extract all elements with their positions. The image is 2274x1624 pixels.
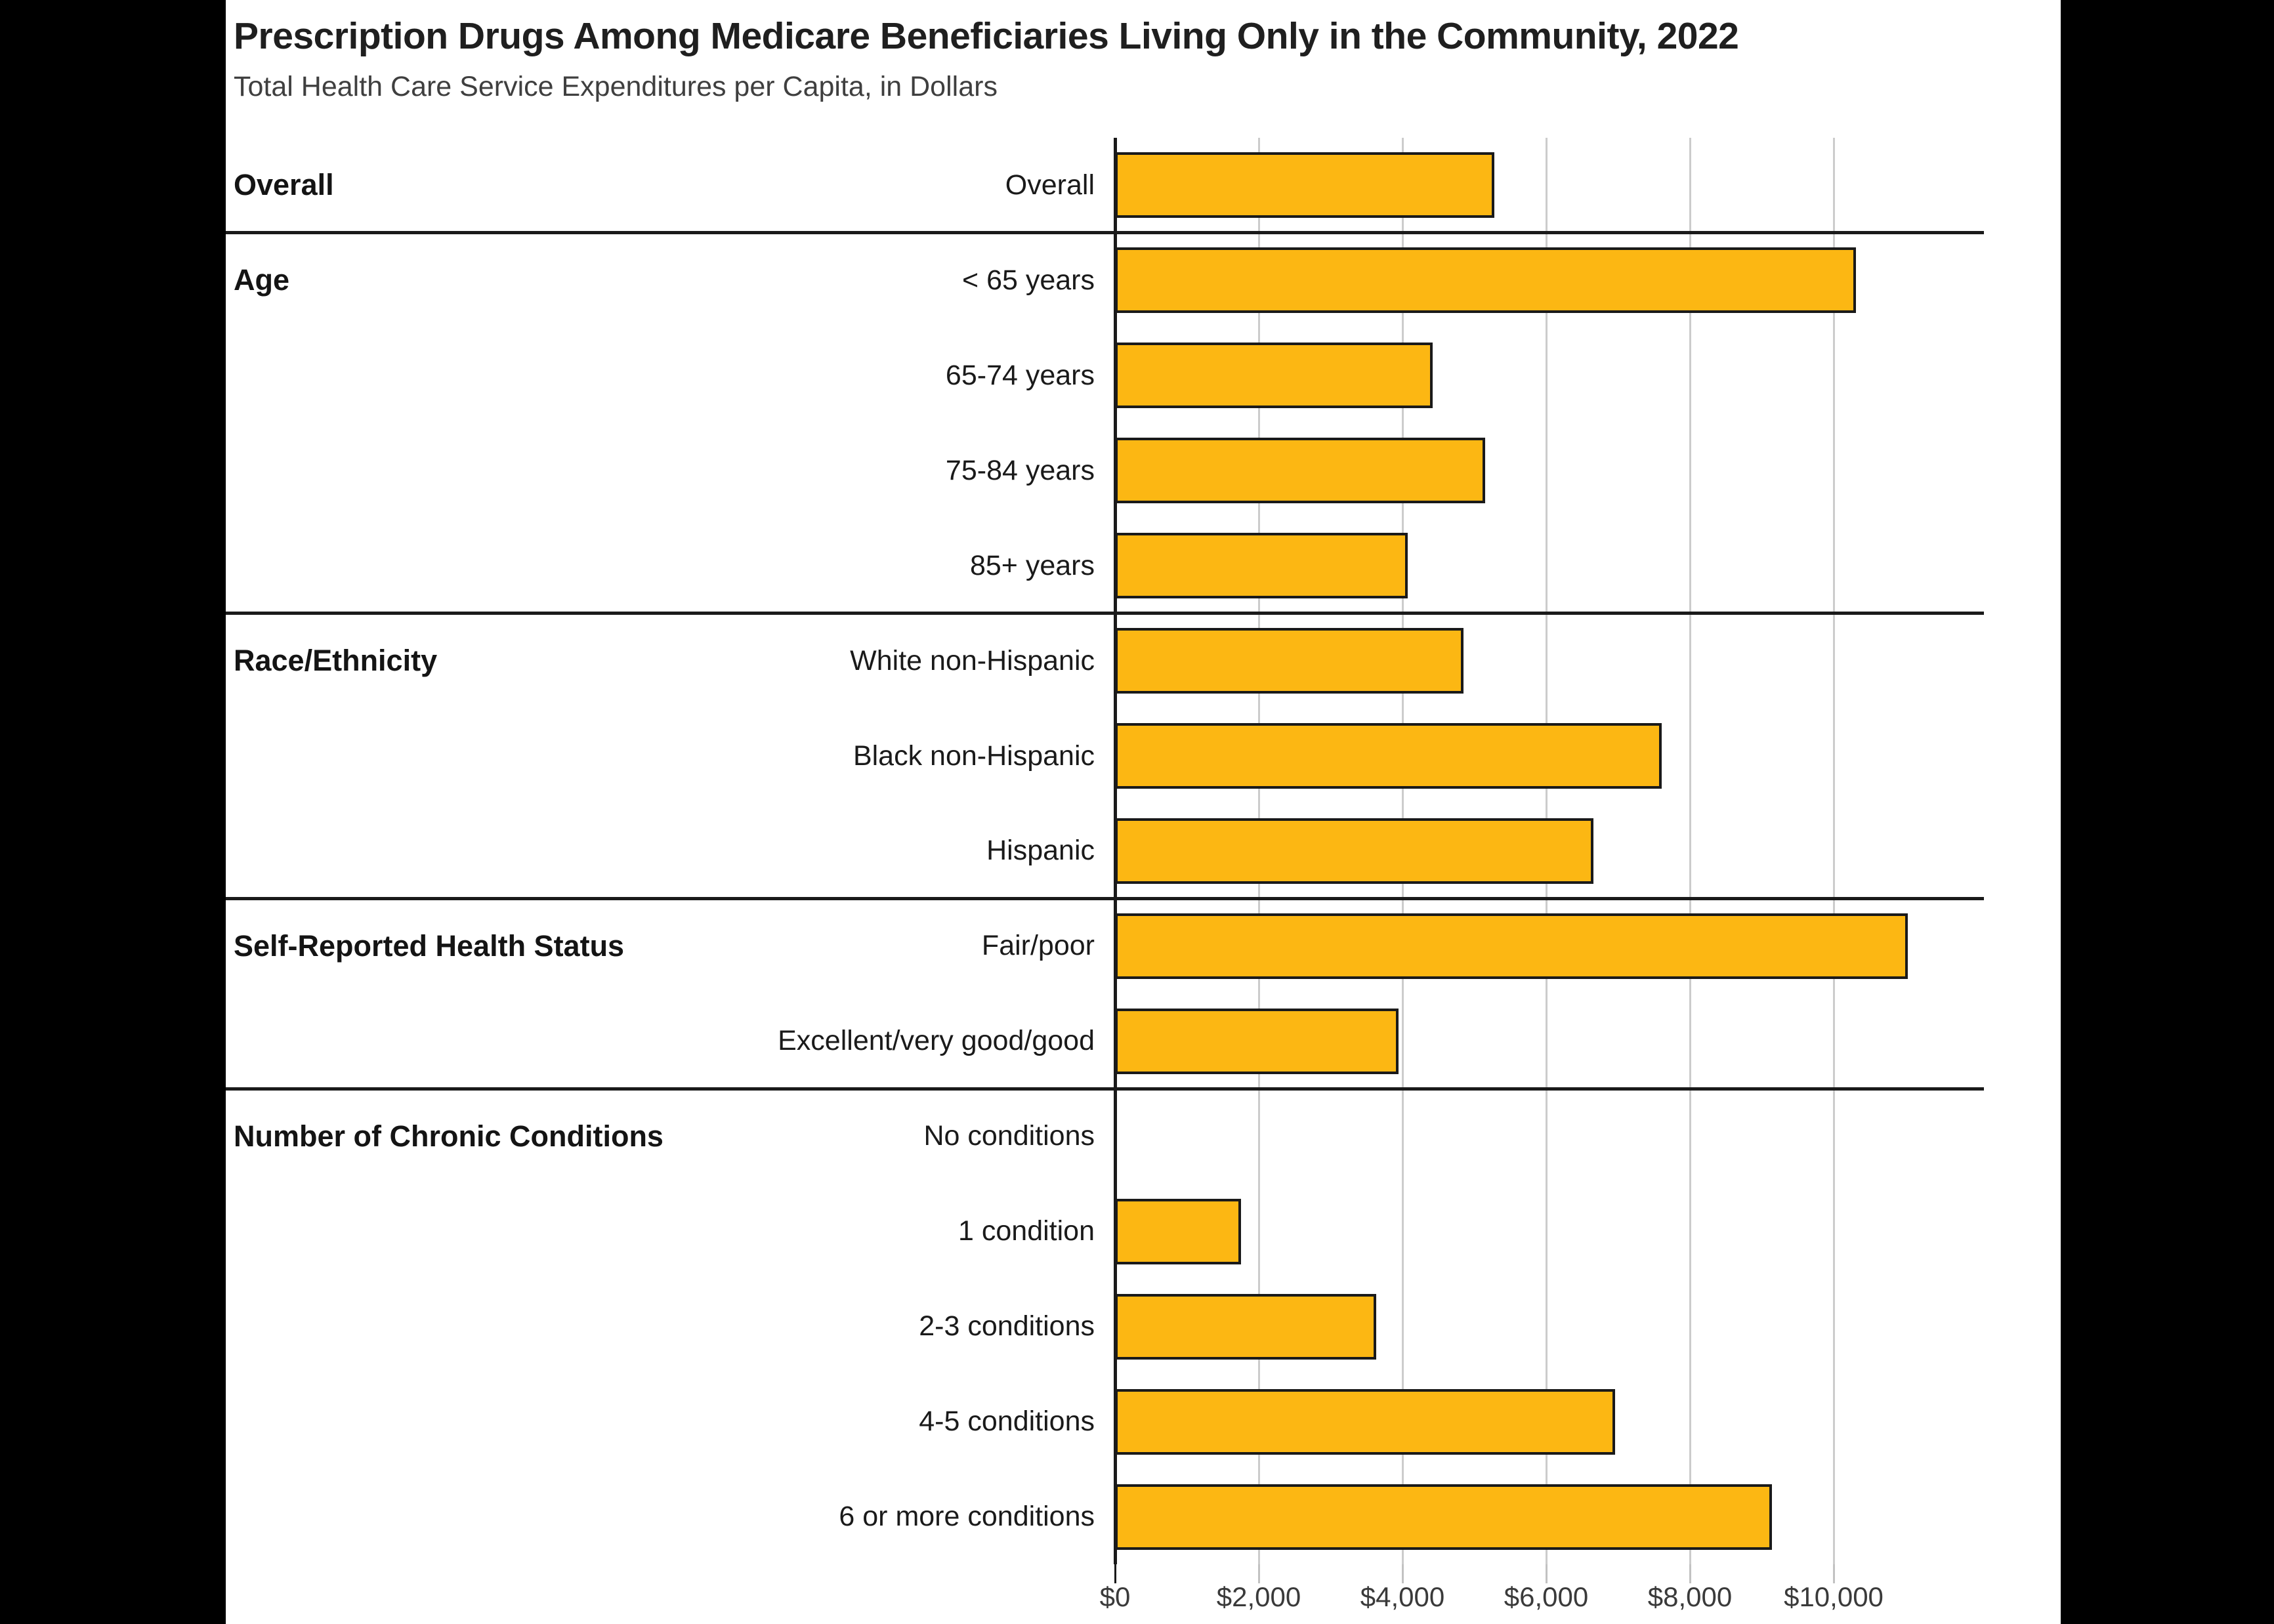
x-tick-label: $4,000 bbox=[1360, 1581, 1445, 1612]
group-label: Race/Ethnicity bbox=[234, 644, 438, 678]
bar-4-5-conditions bbox=[1115, 1388, 1615, 1455]
gridline-10000 bbox=[1832, 138, 1835, 1564]
bar-excellent-very-good-good bbox=[1115, 1008, 1399, 1074]
group-label: Overall bbox=[234, 168, 334, 202]
axis-tick bbox=[1689, 1564, 1691, 1583]
bar-white-non-hispanic bbox=[1115, 628, 1463, 694]
group-separator bbox=[226, 612, 1984, 615]
bar-6-or-more-conditions bbox=[1115, 1484, 1772, 1550]
axis-tick bbox=[1832, 1564, 1835, 1583]
row-label: 6 or more conditions bbox=[839, 1501, 1095, 1533]
group-separator bbox=[226, 1087, 1984, 1091]
x-tick-label: $0 bbox=[1099, 1581, 1131, 1612]
x-tick-label: $6,000 bbox=[1504, 1581, 1589, 1612]
group-label: Number of Chronic Conditions bbox=[234, 1119, 663, 1153]
bar-black-non-hispanic bbox=[1115, 723, 1662, 789]
row-label: 65-74 years bbox=[945, 359, 1095, 391]
axis-tick bbox=[1257, 1564, 1260, 1583]
bar-2-3-conditions bbox=[1115, 1293, 1376, 1360]
bar-85-years bbox=[1115, 533, 1408, 599]
row-label: 2-3 conditions bbox=[919, 1310, 1095, 1343]
row-label: 4-5 conditions bbox=[919, 1405, 1095, 1438]
row-label: 85+ years bbox=[969, 549, 1095, 581]
group-separator bbox=[226, 231, 1984, 235]
bar-chart-plot: $0 $2,000 $4,000 $6,000 $8,000 $10,000 Overall… bbox=[226, 0, 2061, 1624]
row-label: Black non-Hispanic bbox=[853, 739, 1095, 772]
chart-title: Prescription Drugs Among Medicare Benefi… bbox=[234, 15, 1739, 57]
bar-1-condition bbox=[1115, 1198, 1241, 1264]
chart-canvas: Prescription Drugs Among Medicare Benefi… bbox=[226, 0, 2061, 1624]
group-separator bbox=[226, 896, 1984, 900]
row-label: < 65 years bbox=[962, 264, 1095, 296]
bar-overall bbox=[1115, 152, 1494, 219]
row-label: Fair/poor bbox=[981, 930, 1095, 962]
bar--65-years bbox=[1115, 247, 1856, 314]
row-label: White non-Hispanic bbox=[850, 644, 1095, 677]
x-tick-label: $8,000 bbox=[1647, 1581, 1733, 1612]
axis-tick bbox=[1545, 1564, 1548, 1583]
bar-hispanic bbox=[1115, 818, 1593, 884]
row-label: No conditions bbox=[923, 1120, 1095, 1152]
row-label: Hispanic bbox=[986, 835, 1095, 867]
gridline-8000 bbox=[1689, 138, 1691, 1564]
row-label: 1 condition bbox=[958, 1215, 1095, 1247]
row-label: Overall bbox=[1005, 169, 1095, 201]
group-label: Age bbox=[234, 263, 290, 297]
axis-tick bbox=[1401, 1564, 1404, 1583]
axis-tick bbox=[1114, 1564, 1116, 1583]
row-label: 75-84 years bbox=[945, 454, 1095, 486]
bar-75-84-years bbox=[1115, 438, 1485, 504]
bar-65-74-years bbox=[1115, 343, 1433, 409]
row-label: Excellent/very good/good bbox=[778, 1025, 1095, 1057]
x-tick-label: $2,000 bbox=[1216, 1581, 1301, 1612]
chart-subtitle: Total Health Care Service Expenditures p… bbox=[234, 71, 998, 102]
bar-fair-poor bbox=[1115, 913, 1908, 979]
x-tick-label: $10,000 bbox=[1784, 1581, 1884, 1612]
group-label: Self-Reported Health Status bbox=[234, 928, 625, 963]
